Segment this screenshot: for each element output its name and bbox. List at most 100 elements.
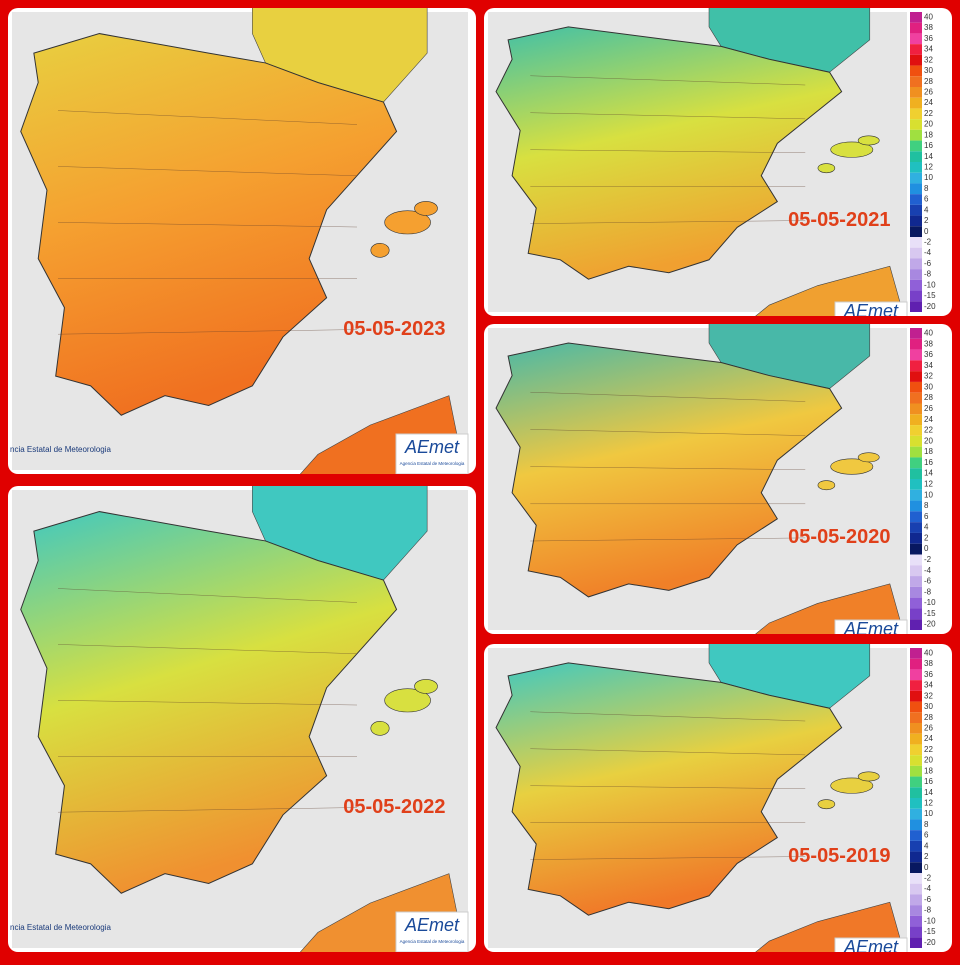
legend-swatch — [910, 619, 922, 630]
legend-swatch — [910, 279, 922, 291]
province-border — [57, 222, 358, 228]
africa — [273, 873, 472, 952]
legend-swatch — [910, 33, 922, 45]
legend-swatch — [910, 446, 922, 458]
logo: AEmet — [843, 937, 899, 957]
legend-label: 0 — [924, 863, 929, 872]
legend-label: 12 — [924, 480, 933, 489]
legend-label: 10 — [924, 173, 933, 182]
iberia — [20, 33, 398, 416]
map-panel: 05-05-2022 AEmet Agencia Estatal de Meteor… — [8, 486, 476, 952]
legend-label: 18 — [924, 130, 933, 139]
legend-swatch — [910, 489, 922, 501]
province-border — [57, 329, 358, 335]
legend-label: -4 — [924, 884, 932, 893]
legend-swatch — [910, 787, 922, 798]
legend-label: 20 — [924, 120, 933, 129]
legend-label: 36 — [924, 34, 933, 43]
province-border — [530, 220, 806, 224]
credit: ncia Estatal de Meteorologia — [10, 923, 112, 932]
logo: AEmet — [404, 437, 460, 457]
legend-swatch — [910, 937, 922, 948]
legend-label: -6 — [924, 577, 932, 586]
legend-label: 10 — [924, 809, 933, 818]
date-label: 05-05-2019 — [788, 845, 890, 867]
legend-swatch — [910, 597, 922, 609]
logo-box — [395, 911, 469, 952]
legend-swatch — [910, 381, 922, 393]
legend-swatch — [910, 680, 922, 691]
legend-swatch — [910, 349, 922, 361]
legend-swatch — [910, 76, 922, 87]
legend-swatch — [910, 755, 922, 766]
legend-swatch — [910, 258, 922, 270]
legend-label: 0 — [924, 227, 929, 236]
legend-label: 28 — [924, 393, 933, 402]
legend-label: 2 — [924, 216, 929, 225]
legend-swatch — [910, 744, 922, 756]
legend-swatch — [910, 162, 922, 173]
balearic-island — [857, 452, 880, 463]
legend-swatch — [910, 723, 922, 734]
legend-swatch — [910, 371, 922, 382]
province-border — [530, 711, 806, 722]
legend-label: 38 — [924, 659, 933, 668]
balearic-island — [830, 458, 874, 475]
legend-label: 22 — [924, 426, 933, 435]
balearic-island — [817, 480, 836, 491]
province-border — [530, 112, 806, 120]
legend-label: 28 — [924, 77, 933, 86]
legend-swatch — [910, 905, 922, 916]
legend-label: 38 — [924, 23, 933, 32]
map-panel: 05-05-2019AEmet4038363432302826242220181… — [484, 644, 952, 957]
legend-label: 8 — [924, 184, 929, 193]
legend-swatch — [910, 765, 922, 777]
legend-label: 22 — [924, 109, 933, 118]
legend-swatch — [910, 554, 922, 566]
legend-label: -6 — [924, 895, 932, 904]
legend-label: 28 — [924, 713, 933, 722]
legend-label: -10 — [924, 598, 936, 607]
legend-label: 26 — [924, 87, 933, 96]
legend-label: -15 — [924, 609, 936, 618]
legend-label: 14 — [924, 469, 933, 478]
balearic-island — [384, 210, 431, 235]
legend-label: -2 — [924, 237, 932, 246]
legend-swatch — [910, 586, 922, 598]
logo: AEmet — [843, 301, 899, 321]
legend-swatch — [910, 522, 922, 533]
legend-label: 40 — [924, 648, 933, 657]
legend-swatch — [910, 269, 922, 280]
africa — [273, 395, 472, 474]
legend-swatch — [910, 479, 922, 490]
legend-swatch — [910, 915, 922, 927]
iberia — [495, 342, 843, 598]
legend-label: 8 — [924, 820, 929, 829]
legend-swatch — [910, 457, 922, 469]
legend-label: -10 — [924, 916, 936, 925]
legend-swatch — [910, 247, 922, 259]
legend-label: 2 — [924, 852, 929, 861]
legend-label: 4 — [924, 841, 929, 850]
legend-swatch — [910, 669, 922, 681]
logo: AEmet — [843, 619, 899, 639]
balearic-island — [817, 163, 836, 174]
province-border — [530, 75, 806, 86]
date-label: 05-05-2021 — [788, 209, 890, 231]
province-border — [57, 110, 358, 125]
legend-label: 32 — [924, 372, 933, 381]
legend-swatch — [910, 608, 922, 620]
legend-swatch — [910, 301, 922, 312]
legend-swatch — [910, 172, 922, 184]
legend-swatch — [910, 576, 922, 587]
legend-swatch — [910, 776, 922, 788]
legend-swatch — [910, 129, 922, 141]
legend-swatch — [910, 194, 922, 205]
legend-label: -8 — [924, 587, 932, 596]
legend-swatch — [910, 658, 922, 670]
legend-label: 40 — [924, 329, 933, 338]
legend-swatch — [910, 798, 922, 809]
legend-label: 14 — [924, 788, 933, 797]
balearic-island — [857, 135, 880, 146]
